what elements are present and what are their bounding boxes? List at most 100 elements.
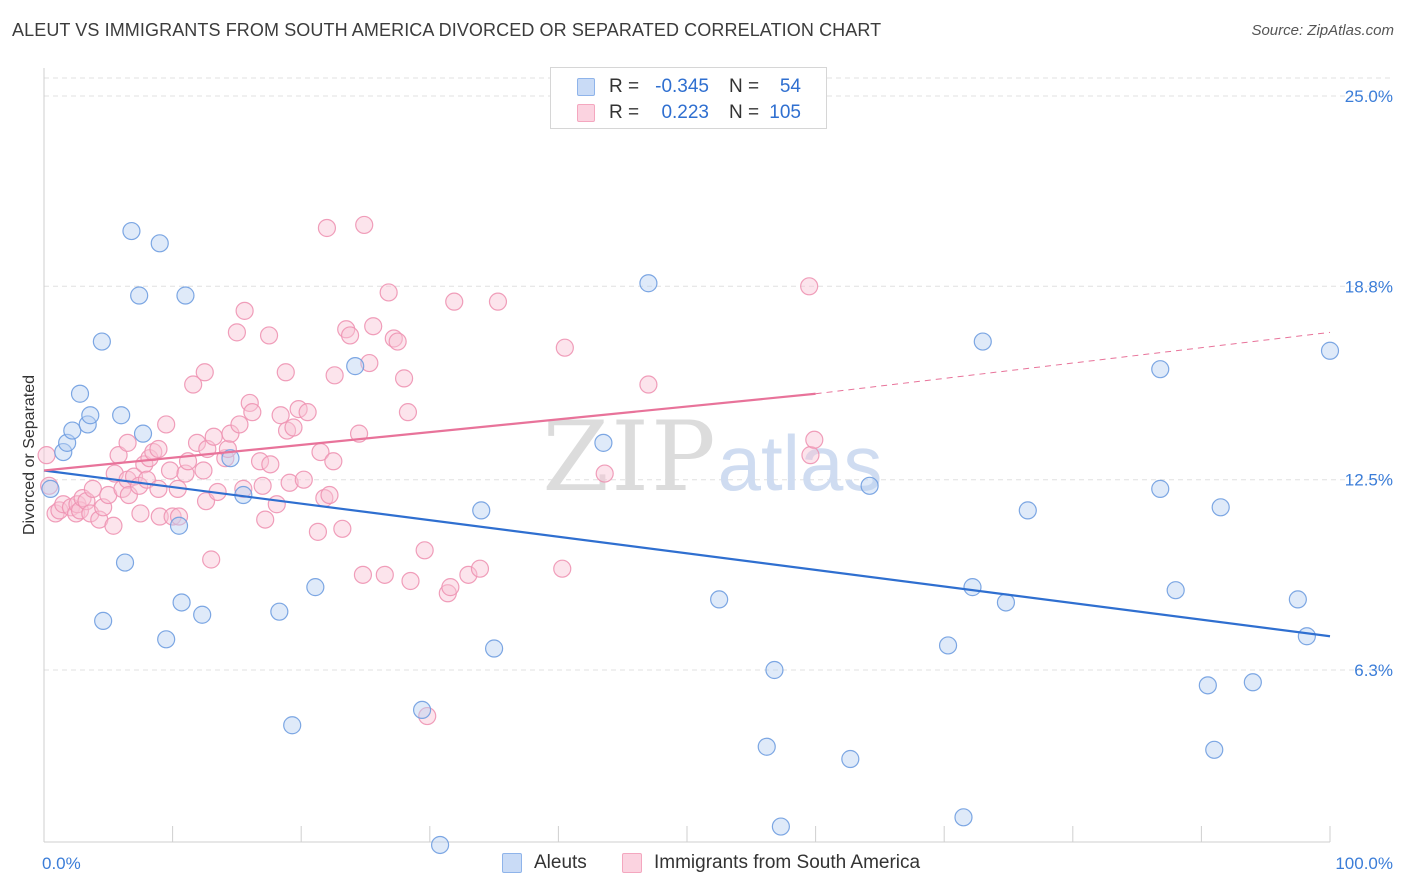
aleut-point [172, 593, 191, 612]
legend-n-label: N = [729, 102, 760, 123]
chart-title: ALEUT VS IMMIGRANTS FROM SOUTH AMERICA D… [12, 20, 882, 40]
aleut-point [639, 274, 658, 293]
aleut-point [860, 476, 879, 495]
immigrants-point [194, 461, 213, 480]
immigrants-point [118, 433, 137, 452]
aleut-point [169, 516, 189, 535]
immigrants-point [379, 283, 398, 302]
immigrants-point [294, 470, 313, 489]
immigrants-point [639, 375, 658, 394]
immigrants-point [184, 375, 203, 394]
aleut-point [710, 590, 729, 609]
immigrants-point [595, 464, 614, 483]
aleut-point [973, 332, 992, 351]
immigrants-point [317, 218, 337, 238]
aleut-point [472, 501, 491, 520]
legend-label: Aleuts [534, 852, 587, 873]
immigrants-point [104, 516, 123, 535]
aleut-point [41, 479, 60, 498]
x-tick-label: 100.0% [1335, 854, 1393, 873]
immigrants-point [470, 559, 490, 578]
immigrants-point [388, 332, 407, 351]
legend-row-immigrants: R = 0.223 N = 105 [577, 101, 801, 125]
grid-lines [44, 77, 1394, 671]
immigrants-point [119, 485, 138, 505]
immigrants-point [227, 323, 246, 342]
immigrants-point [243, 403, 262, 422]
immigrants-point [441, 578, 460, 597]
immigrants-point [157, 415, 176, 434]
immigrants-point [360, 353, 379, 373]
legend-n-value: 54 [779, 76, 801, 97]
immigrants-point [253, 476, 272, 495]
immigrants-point [235, 301, 254, 320]
aleut-point [221, 449, 240, 468]
aleut-point [1288, 590, 1307, 609]
immigrants-point [320, 485, 339, 505]
immigrants-point [488, 292, 508, 311]
immigrants-point [340, 326, 360, 345]
immigrants-point [394, 369, 414, 388]
watermark: ZIP atlas [542, 401, 882, 513]
aleut-trend-line [43, 469, 1331, 638]
immigrants-point [324, 452, 343, 471]
immigrants-point [553, 559, 572, 578]
immigrants-swatch [577, 104, 595, 122]
aleut-point [63, 421, 82, 440]
aleut-point [70, 384, 90, 403]
immigrants-point [187, 433, 207, 452]
immigrants-point [149, 439, 168, 459]
immigrants-point [163, 507, 182, 526]
immigrants-point [230, 415, 249, 434]
aleut-point [115, 553, 135, 572]
legend-item-immigrants[interactable]: Immigrants from South America [622, 852, 920, 874]
immigrants-point [459, 565, 478, 584]
trend-lines [43, 331, 1331, 638]
aleut-point [1198, 676, 1217, 695]
immigrants-point [298, 403, 317, 422]
aleut-point [54, 442, 73, 462]
immigrants-point [398, 403, 418, 422]
immigrants-swatch [622, 853, 642, 873]
aleut-point [130, 286, 149, 305]
legend-r-value: -0.345 [655, 76, 709, 97]
immigrants-point [280, 473, 299, 492]
aleut-point [963, 578, 982, 597]
immigrants-point [401, 571, 420, 591]
aleut-point [150, 234, 169, 253]
chart-source: Source: ZipAtlas.com [1251, 22, 1394, 39]
aleut-point [771, 817, 790, 836]
immigrants-point [375, 565, 394, 584]
watermark-atlas: atlas [718, 419, 883, 507]
aleut-point [594, 433, 613, 452]
immigrants-point [160, 461, 180, 480]
immigrants-point [271, 406, 290, 425]
immigrants-point [353, 565, 373, 584]
watermark-zip: ZIP [542, 401, 717, 513]
immigrants-point [40, 476, 59, 495]
immigrants-point [83, 479, 102, 498]
aleuts-swatch [502, 853, 522, 873]
aleut-point [346, 357, 365, 376]
legend-n-label: N = [729, 76, 760, 97]
x-tick-label: 0.0% [42, 854, 81, 873]
legend-item-aleuts[interactable]: Aleuts [502, 852, 587, 874]
legend-n-value: 105 [769, 102, 801, 123]
immigrants-point [801, 446, 820, 465]
immigrants-point [805, 430, 824, 449]
aleut-point [1211, 498, 1230, 517]
immigrants-point [284, 418, 303, 437]
aleut-point [430, 835, 450, 855]
aleut-point [1166, 581, 1185, 600]
legend-r-label: R = [609, 76, 640, 97]
immigrants-point [149, 479, 168, 498]
immigrants-point [131, 504, 150, 523]
aleut-point [954, 808, 973, 827]
immigrants-point [37, 446, 56, 465]
immigrants-point [364, 317, 383, 336]
stats-legend: R = -0.345 N = 54 R = 0.223 N = 105 [550, 67, 827, 129]
y-tick-label: 18.8% [1345, 277, 1393, 296]
immigrants-point [325, 366, 344, 385]
aleut-point [1205, 740, 1224, 759]
immigrants-point [250, 452, 270, 471]
